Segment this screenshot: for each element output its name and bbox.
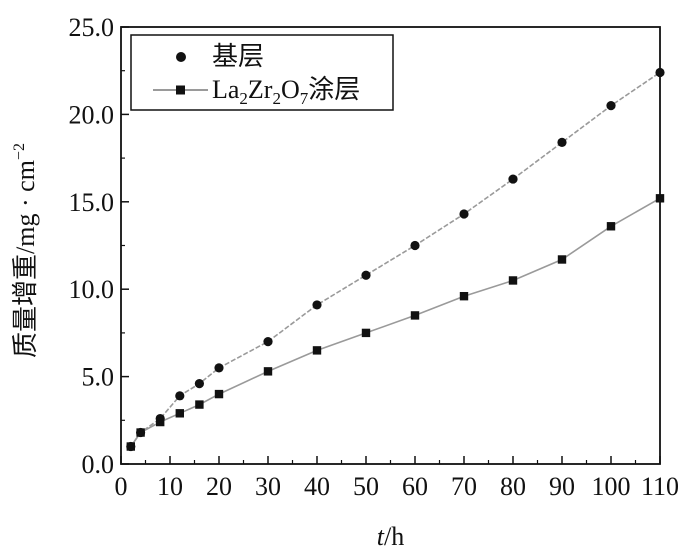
- x-tick-label: 60: [402, 472, 428, 501]
- x-tick-label: 10: [157, 472, 183, 501]
- y-tick-label: 10.0: [69, 275, 115, 304]
- data-point-circle: [557, 137, 567, 147]
- series-line-1: [130, 197, 661, 447]
- x-axis-label: t/h: [377, 522, 404, 551]
- data-point-square: [175, 409, 184, 418]
- y-tick-label: 25.0: [69, 13, 115, 42]
- series-lines: [130, 71, 661, 447]
- data-point-circle: [194, 378, 204, 389]
- x-axis-ticks: 0 10 20 30 40 50 60 70 80 90 100 110: [115, 456, 679, 501]
- data-point-square: [126, 442, 135, 451]
- legend-label-coating: La2Zr2O7涂层: [212, 75, 360, 108]
- legend-item-substrate: 基层: [176, 42, 264, 71]
- data-point-square: [557, 255, 567, 264]
- data-point-square: [361, 328, 371, 338]
- legend-coating-part-zr: Zr: [248, 75, 273, 104]
- data-point-square: [136, 428, 145, 437]
- data-point-square: [156, 417, 165, 427]
- x-axis-variable: t: [377, 522, 385, 551]
- x-axis-unit: /h: [384, 522, 404, 551]
- data-point-square: [459, 291, 469, 301]
- data-point-square: [263, 367, 273, 376]
- y-tick-label: 0.0: [82, 450, 115, 479]
- x-tick-label: 20: [206, 472, 232, 501]
- x-tick-label: 0: [115, 472, 128, 501]
- legend-marker-circle: [176, 52, 186, 62]
- data-point-circle: [655, 67, 665, 78]
- legend: 基层 La2Zr2O7涂层: [130, 34, 394, 111]
- x-tick-label: 40: [304, 472, 330, 501]
- data-point-circle: [263, 337, 273, 347]
- x-tick-label: 70: [451, 472, 477, 501]
- y-tick-label: 15.0: [69, 188, 115, 217]
- data-point-square: [312, 346, 322, 355]
- legend-marker-square: [176, 85, 185, 95]
- x-tick-label: 110: [641, 472, 679, 501]
- y-tick-label: 5.0: [82, 363, 115, 392]
- data-point-square: [410, 311, 420, 320]
- data-point-square: [214, 389, 224, 399]
- data-point-circle: [175, 391, 185, 401]
- series-markers: [126, 67, 665, 452]
- legend-coating-sub-3: 7: [300, 89, 309, 108]
- data-point-circle: [312, 300, 322, 310]
- x-tick-label: 100: [592, 472, 631, 501]
- x-tick-label: 90: [549, 472, 575, 501]
- data-point-circle: [361, 270, 371, 280]
- y-axis-label-text: 质量增重/mg · cm: [11, 160, 40, 358]
- legend-coating-part-suffix: 涂层: [308, 75, 360, 104]
- data-point-square: [508, 276, 518, 285]
- legend-coating-sub-1: 2: [239, 89, 248, 108]
- x-tick-label: 80: [500, 472, 526, 501]
- x-tick-label: 30: [255, 472, 281, 501]
- data-point-square: [655, 194, 665, 203]
- data-point-square: [606, 222, 616, 231]
- data-point-circle: [459, 209, 469, 219]
- y-axis-label-superscript: −2: [11, 143, 28, 160]
- y-tick-label: 20.0: [69, 100, 115, 129]
- data-point-circle: [214, 363, 224, 373]
- x-tick-label: 50: [353, 472, 379, 501]
- y-axis-ticks: 0.0 5.0 10.0 15.0 20.0 25.0: [69, 13, 129, 479]
- series-line-0: [130, 71, 661, 447]
- data-point-circle: [410, 240, 420, 251]
- legend-coating-sub-2: 2: [272, 89, 281, 108]
- data-point-circle: [606, 101, 616, 111]
- data-point-square: [195, 400, 204, 409]
- legend-coating-part-la: La: [212, 75, 240, 104]
- legend-box: [130, 34, 394, 111]
- legend-label-substrate: 基层: [212, 42, 264, 71]
- legend-coating-part-o: O: [281, 75, 300, 104]
- y-axis-label: 质量增重/mg · cm−2: [11, 143, 40, 358]
- data-point-circle: [508, 174, 518, 184]
- legend-item-coating: La2Zr2O7涂层: [153, 75, 360, 108]
